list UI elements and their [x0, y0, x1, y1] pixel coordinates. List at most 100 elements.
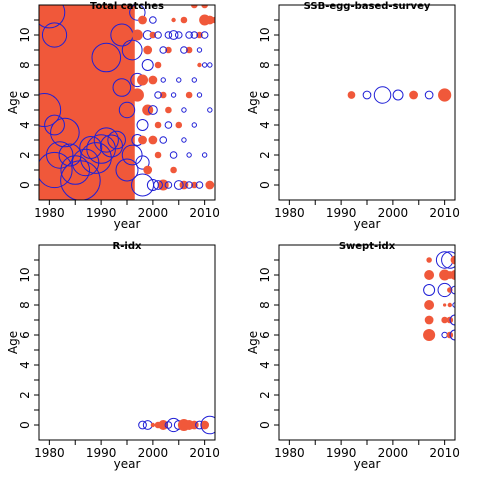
bubble-positive	[148, 135, 158, 145]
bubble-negative	[190, 31, 199, 39]
bubble-negative	[146, 179, 159, 191]
bubble-negative	[80, 142, 112, 174]
bubble-negative	[91, 42, 122, 73]
bubble-positive	[424, 300, 435, 310]
y-tick-label: 8	[18, 61, 32, 69]
bubble-negative	[200, 415, 215, 435]
bubble-negative	[195, 181, 204, 189]
panel-title: R-idx	[113, 241, 142, 252]
x-tick-label: 2000	[378, 206, 409, 220]
y-tick-label: 8	[18, 301, 32, 309]
x-axis-label: year	[114, 457, 141, 471]
bubble-positive	[424, 270, 435, 280]
bubble-negative	[138, 420, 147, 430]
bubble-negative	[424, 90, 434, 100]
bubble-negative	[180, 46, 188, 54]
y-tick-label: 6	[258, 91, 272, 99]
bubble-positive	[165, 46, 172, 54]
bubble-negative	[169, 151, 178, 159]
y-tick-label: 6	[18, 91, 32, 99]
y-tick-label: 10	[18, 267, 32, 282]
x-tick-label: 1980	[34, 206, 65, 220]
x-tick-label: 1980	[274, 206, 305, 220]
bubble-positive	[130, 88, 144, 102]
plot-frame	[278, 4, 456, 201]
bubble-negative	[39, 93, 62, 127]
bubble-negative	[186, 152, 192, 158]
bubble-positive	[138, 135, 147, 145]
bubble-positive	[180, 16, 188, 24]
bubble-negative	[159, 136, 168, 144]
panel-title: Swept-idx	[339, 241, 396, 252]
bubble-negative	[159, 46, 168, 54]
y-tick-label: 8	[258, 301, 272, 309]
bubble-negative	[373, 86, 392, 104]
bubble-negative	[41, 22, 68, 48]
bubble-negative	[164, 121, 173, 129]
bubble-negative	[196, 92, 203, 98]
bubble-positive	[190, 5, 198, 9]
bubble-negative	[423, 284, 436, 296]
bubble-negative	[200, 31, 209, 39]
bubble-negative	[392, 89, 404, 101]
x-axis-label: year	[354, 217, 381, 231]
bubble-negative	[153, 180, 163, 190]
bubble-positive	[450, 255, 455, 265]
bubble-negative	[135, 155, 150, 170]
bubble-positive	[170, 166, 177, 174]
bubble-positive	[409, 90, 418, 100]
bubble-negative	[170, 92, 177, 98]
y-tick-label: 4	[258, 121, 272, 129]
bubble-negative	[121, 144, 143, 166]
bubble-positive	[201, 5, 208, 9]
x-tick-label: 2010	[189, 206, 220, 220]
y-tick-label: 2	[18, 391, 32, 399]
bubble-negative	[46, 141, 74, 169]
panel-4: 1980 1990 2000 2010 0 2 4 6 8 10 Swept-idx year Age	[246, 241, 460, 471]
bubble-negative	[154, 31, 162, 39]
bubble-negative	[112, 78, 132, 97]
x-tick-label: 1980	[274, 446, 305, 460]
y-tick-label: 6	[18, 331, 32, 339]
bubble-negative	[50, 117, 80, 148]
x-tick-label: 1990	[326, 446, 357, 460]
bubble-negative	[196, 47, 203, 53]
y-tick-label: 4	[18, 361, 32, 369]
x-tick-label: 2010	[429, 446, 460, 460]
bubble-positive	[442, 303, 447, 307]
y-axis-label: Age	[6, 331, 20, 354]
bubble-positive	[165, 106, 172, 114]
bubble-negative	[60, 155, 91, 185]
plot-area	[138, 415, 215, 435]
bubble-negative	[160, 77, 166, 83]
bubble-positive	[185, 46, 193, 54]
bubble-positive	[424, 315, 434, 325]
y-tick-label: 10	[18, 27, 32, 42]
y-tick-label: 2	[258, 391, 272, 399]
bubble-positive	[142, 104, 154, 116]
bubble-negative	[147, 105, 158, 115]
bubble-negative	[181, 107, 187, 113]
bubble-positive	[143, 45, 153, 55]
bubble-positive	[441, 316, 448, 324]
y-tick-label: 0	[18, 421, 32, 429]
y-axis-label: Age	[246, 91, 260, 114]
bubble-negative	[107, 130, 126, 150]
bubble-negative	[176, 77, 182, 83]
plot-area	[39, 5, 215, 200]
bubble-negative	[164, 31, 173, 39]
bubble-positive	[190, 181, 198, 189]
bubble-negative	[39, 151, 73, 189]
bubble-positive	[149, 31, 157, 39]
bubble-positive	[154, 121, 162, 129]
x-tick-label: 1990	[86, 446, 117, 460]
bubble-negative	[191, 77, 197, 83]
bubble-negative	[115, 158, 139, 182]
bubble-positive	[159, 91, 167, 99]
bubble-negative	[121, 39, 143, 61]
bubble-positive	[423, 328, 436, 342]
bubble-negative	[185, 31, 193, 39]
y-axis-label: Age	[6, 91, 20, 114]
x-axis-label: year	[354, 457, 381, 471]
